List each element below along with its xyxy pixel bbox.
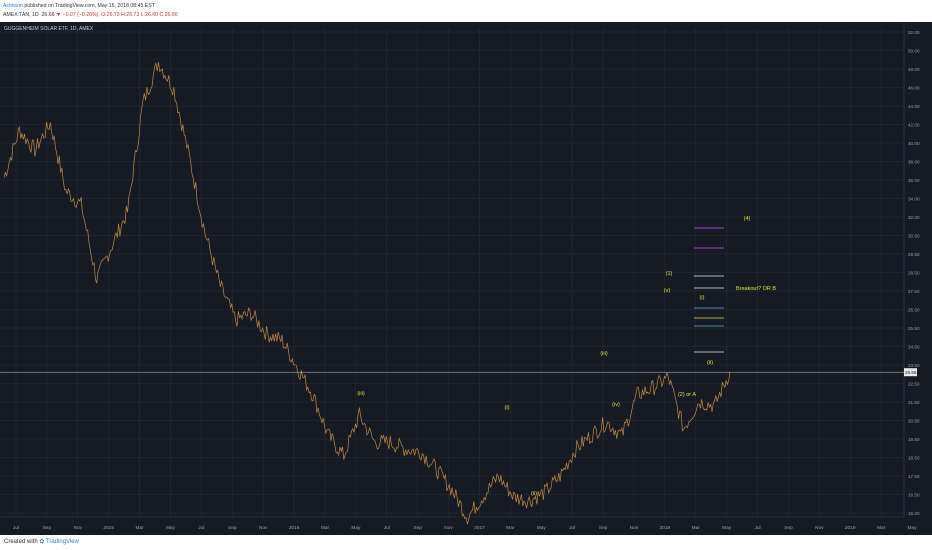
publisher-line: Actinium published on TradingView.com, M… xyxy=(3,3,155,9)
wave-annotation: (i) xyxy=(505,405,510,411)
time-tick-label: Sep xyxy=(43,525,52,531)
time-tick-label: Mar xyxy=(321,525,330,531)
time-tick-label: Mar xyxy=(877,525,886,531)
price-axis xyxy=(904,22,932,535)
price-tick-label: 32.00 xyxy=(908,215,920,220)
time-tick-label: Mar xyxy=(692,525,701,531)
price-tick-label: 26.50 xyxy=(908,308,920,313)
time-tick-label: 2018 xyxy=(659,525,670,531)
price-tick-label: 16.50 xyxy=(908,493,920,498)
last-price-tag xyxy=(904,368,917,377)
price-tick-label: 19.50 xyxy=(908,437,920,442)
publish-header: Actinium published on TradingView.com, M… xyxy=(0,0,932,22)
wave-annotation: (2) or A xyxy=(678,392,696,398)
price-chart[interactable]: 52.00 50.00 48.00 46.00 44.00 42.00 40.00 38.00… xyxy=(0,22,932,535)
price-change: ▼ −0.07 (−0.26%) xyxy=(55,12,99,18)
chart-title: GUGGENHEIM SOLAR ETF, 1D, AMEX xyxy=(4,26,94,32)
published-text: published on TradingView.com, May 16, 20… xyxy=(24,3,155,9)
price-tick-label: 18.50 xyxy=(908,456,920,461)
ticker-line: AMEX:TAN, 1D 26.66 ▼ −0.07 (−0.26%) O:26… xyxy=(3,12,178,18)
price-tick-label: 27.50 xyxy=(908,289,920,294)
footer: Created with ✿ TradingView xyxy=(0,535,932,550)
price-tick-label: 48.00 xyxy=(908,67,920,72)
time-tick-label: Jul xyxy=(384,525,390,531)
time-tick-label: Jul xyxy=(754,525,760,531)
time-tick-label: Mar xyxy=(135,525,144,531)
time-tick-label: 2017 xyxy=(474,525,485,531)
created-with-text: Created with xyxy=(4,539,38,545)
wave-annotation: (i) xyxy=(700,295,705,301)
time-tick-label: Sep xyxy=(599,525,608,531)
price-tick-label: 29.50 xyxy=(908,252,920,257)
price-tick-label: 40.00 xyxy=(908,141,920,146)
price-tick-label: 24.50 xyxy=(908,345,920,350)
wave-annotation: (ii) xyxy=(707,360,713,366)
publisher-link[interactable]: Actinium xyxy=(3,3,23,9)
last-price: 26.66 xyxy=(41,12,55,18)
time-tick-label: Jul xyxy=(13,525,19,531)
time-tick-label: 2016 xyxy=(289,525,300,531)
time-tick-label: 2015 xyxy=(103,525,114,531)
time-tick-label: Nov xyxy=(74,525,83,531)
wave-annotation: (1) xyxy=(666,271,673,277)
wave-annotation: (ii) xyxy=(531,491,537,497)
price-tick-label: 30.50 xyxy=(908,234,920,239)
price-tick-label: 21.50 xyxy=(908,400,920,405)
price-tick-label: 52.00 xyxy=(908,30,920,35)
price-tick-label: 34.00 xyxy=(908,197,920,202)
price-tick-label: 23.50 xyxy=(908,363,920,368)
price-tick-label: 36.00 xyxy=(908,178,920,183)
time-tick-label: Sep xyxy=(784,525,793,531)
time-tick-label: Jul xyxy=(198,525,204,531)
wave-annotation: (4) xyxy=(744,216,751,222)
wave-annotation: (v) xyxy=(664,288,671,294)
wave-annotation: Breakout? OR B xyxy=(736,286,776,292)
price-tick-label: 50.00 xyxy=(908,49,920,54)
price-series-line xyxy=(3,61,731,525)
time-tick-label: Jul xyxy=(569,525,575,531)
time-tick-label: May xyxy=(351,525,361,531)
ohlc-values: O:26.73 H:26.73 L:26.60 C:26.66 xyxy=(101,12,178,18)
time-tick-label: May xyxy=(907,525,917,531)
time-tick-label: May xyxy=(166,525,176,531)
tradingview-logo-icon[interactable]: ✿ xyxy=(39,539,45,545)
chart-area[interactable]: 52.00 50.00 48.00 46.00 44.00 42.00 40.00 38.00… xyxy=(0,22,932,535)
price-tick-label: 28.50 xyxy=(908,271,920,276)
tradingview-brand[interactable]: TradingView xyxy=(45,539,79,545)
price-tick-label: 20.50 xyxy=(908,419,920,424)
time-tick-label: Nov xyxy=(444,525,453,531)
price-tick-label: 44.00 xyxy=(908,104,920,109)
price-tick-label: 46.00 xyxy=(908,86,920,91)
price-tick-label: 16.00 xyxy=(908,511,920,516)
price-tick-label: 42.00 xyxy=(908,123,920,128)
time-tick-label: May xyxy=(537,525,547,531)
time-tick-label: Sep xyxy=(413,525,422,531)
wave-annotation: (iii) xyxy=(357,391,364,397)
time-tick-label: Nov xyxy=(815,525,824,531)
time-tick-label: Mar xyxy=(506,525,515,531)
wave-annotation: (iii) xyxy=(600,351,607,357)
time-tick-label: Sep xyxy=(228,525,237,531)
time-tick-label: Nov xyxy=(630,525,639,531)
price-tick-label: 25.50 xyxy=(908,326,920,331)
last-price-tag-label: 26.66 xyxy=(905,370,917,375)
time-tick-label: May xyxy=(722,525,732,531)
ticker-symbol: AMEX:TAN, 1D xyxy=(3,12,39,18)
time-tick-label: Nov xyxy=(259,525,268,531)
wave-annotation: (iv) xyxy=(612,402,620,408)
price-tick-label: 22.50 xyxy=(908,382,920,387)
price-tick-label: 17.50 xyxy=(908,474,920,479)
time-tick-label: 2019 xyxy=(845,525,856,531)
price-tick-label: 38.00 xyxy=(908,160,920,165)
